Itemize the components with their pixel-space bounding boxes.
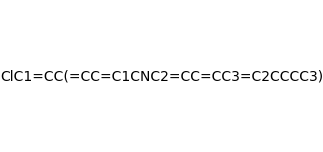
Text: ClC1=CC(=CC=C1CNC2=CC=CC3=C2CCCC3)F: ClC1=CC(=CC=C1CNC2=CC=CC3=C2CCCC3)F [0,70,323,84]
